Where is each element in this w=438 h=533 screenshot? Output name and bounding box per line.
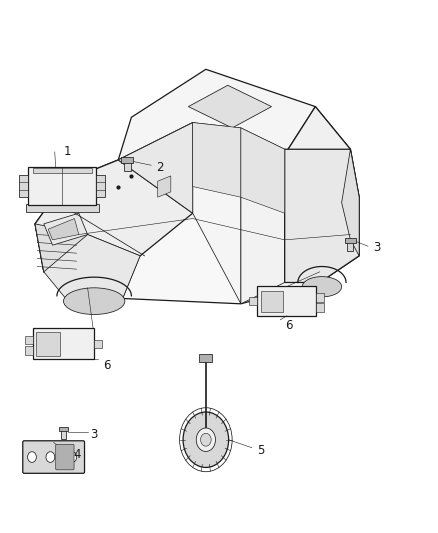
Polygon shape <box>342 149 359 256</box>
Polygon shape <box>35 224 79 282</box>
FancyBboxPatch shape <box>25 336 33 344</box>
FancyBboxPatch shape <box>61 430 66 439</box>
FancyBboxPatch shape <box>261 291 283 311</box>
FancyBboxPatch shape <box>56 445 74 470</box>
Polygon shape <box>285 149 359 282</box>
Text: 3: 3 <box>373 241 380 254</box>
Polygon shape <box>241 128 285 213</box>
Polygon shape <box>193 123 241 304</box>
FancyBboxPatch shape <box>36 332 60 356</box>
FancyBboxPatch shape <box>199 354 212 362</box>
Polygon shape <box>35 160 193 272</box>
Ellipse shape <box>302 277 342 297</box>
Text: 4: 4 <box>73 448 81 461</box>
FancyBboxPatch shape <box>59 427 68 431</box>
FancyBboxPatch shape <box>96 175 105 197</box>
Text: 3: 3 <box>91 428 98 441</box>
Polygon shape <box>44 235 140 298</box>
FancyBboxPatch shape <box>26 204 99 212</box>
Polygon shape <box>241 128 285 304</box>
FancyBboxPatch shape <box>250 297 257 305</box>
Polygon shape <box>48 219 79 240</box>
FancyBboxPatch shape <box>19 175 28 197</box>
FancyBboxPatch shape <box>316 293 324 302</box>
Polygon shape <box>285 107 350 192</box>
Text: 2: 2 <box>156 161 164 174</box>
FancyBboxPatch shape <box>94 340 102 348</box>
FancyBboxPatch shape <box>28 167 96 205</box>
Text: 1: 1 <box>64 146 72 158</box>
Circle shape <box>68 451 77 462</box>
Polygon shape <box>44 213 88 245</box>
FancyBboxPatch shape <box>33 328 94 359</box>
Polygon shape <box>193 123 241 197</box>
FancyBboxPatch shape <box>347 242 353 251</box>
Text: 5: 5 <box>257 444 264 457</box>
Polygon shape <box>118 123 193 213</box>
FancyBboxPatch shape <box>23 441 85 473</box>
Polygon shape <box>35 107 359 304</box>
Text: 6: 6 <box>103 359 111 372</box>
Circle shape <box>28 451 36 462</box>
FancyBboxPatch shape <box>257 287 316 316</box>
Circle shape <box>183 412 229 467</box>
Polygon shape <box>158 176 171 197</box>
Polygon shape <box>118 69 315 160</box>
Circle shape <box>196 428 215 451</box>
Ellipse shape <box>64 288 125 314</box>
FancyBboxPatch shape <box>316 303 324 312</box>
Circle shape <box>46 451 55 462</box>
FancyBboxPatch shape <box>33 168 92 173</box>
Polygon shape <box>188 85 272 128</box>
Polygon shape <box>35 224 140 298</box>
FancyBboxPatch shape <box>25 346 33 355</box>
FancyBboxPatch shape <box>121 157 133 163</box>
Circle shape <box>201 433 211 446</box>
Text: 6: 6 <box>285 319 293 332</box>
FancyBboxPatch shape <box>124 161 131 171</box>
FancyBboxPatch shape <box>345 238 356 243</box>
